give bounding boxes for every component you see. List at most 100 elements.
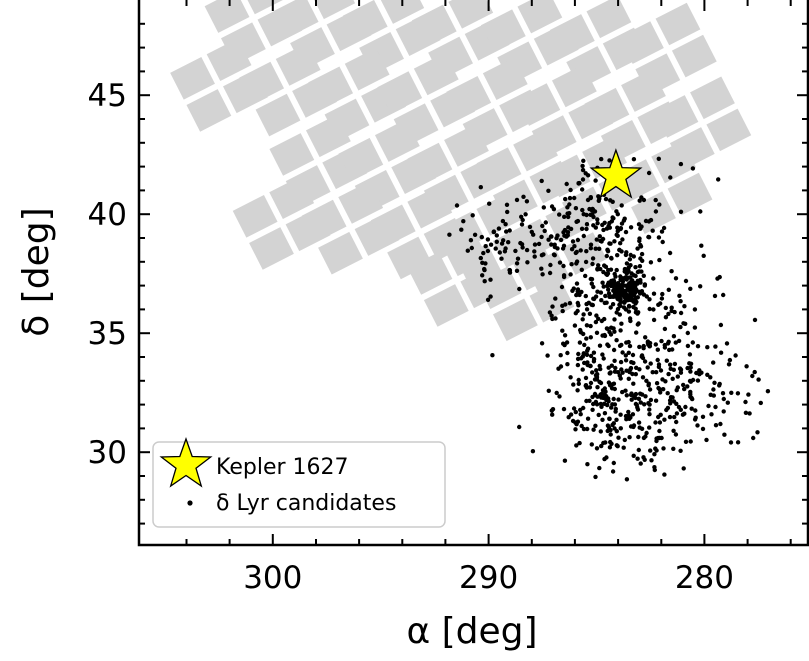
candidate-point [504,229,509,234]
candidate-point [577,340,583,345]
candidate-point [657,202,662,207]
ccd-chip [448,0,494,29]
candidate-point [597,234,602,239]
x-tick-label: 280 [675,560,734,596]
candidate-point [619,203,624,208]
candidate-point [725,400,730,405]
candidate-point [628,424,634,429]
candidate-point [588,353,594,359]
candidate-point [627,257,633,262]
candidate-point [708,392,713,397]
candidate-point [566,225,571,230]
candidate-point [587,363,593,369]
candidate-point [539,178,544,184]
candidate-point [678,209,684,214]
candidate-point [519,242,525,247]
candidate-point [591,223,596,228]
candidate-point [654,370,659,375]
candidate-point [584,352,590,357]
candidate-point [639,289,645,294]
candidate-point [589,442,594,447]
candidate-point [727,357,733,363]
ccd-chip [344,47,390,91]
candidate-point [543,220,548,225]
candidate-point [674,411,680,416]
candidate-point [608,305,613,310]
candidate-point [583,383,589,388]
candidate-point [582,360,587,366]
candidate-point [580,163,585,169]
ccd-chip [374,119,420,162]
candidate-point [653,209,659,214]
candidate-point [581,405,586,411]
candidate-point [496,226,502,231]
candidate-point [620,350,625,355]
ccd-chip [653,95,699,138]
candidate-point [624,293,630,298]
candidate-point [527,224,533,230]
candidate-point [648,260,654,265]
plot-frame [137,0,809,547]
candidate-point [490,353,495,358]
candidate-point [581,233,586,239]
legend-star-icon [159,437,213,488]
candidate-point [560,308,565,314]
candidate-point [650,370,655,375]
candidate-point [646,383,651,388]
candidate-point [722,432,727,437]
y-tick-label: 30 [88,435,127,471]
candidate-point [616,435,621,440]
candidate-point [619,282,625,288]
candidate-point [683,321,688,326]
candidate-point [483,244,488,249]
candidate-point [646,401,651,406]
candidate-point [657,435,662,441]
candidate-point [746,392,751,397]
candidate-point [627,316,633,321]
candidate-point [624,275,630,280]
candidate-point [599,239,604,244]
candidate-point [609,325,614,330]
candidate-point [659,296,665,301]
candidate-point [555,233,560,238]
candidate-point [697,372,702,377]
candidate-point [690,166,696,171]
candidate-point [549,234,554,239]
candidate-point [639,426,645,431]
candidate-point [716,177,721,182]
candidate-point [618,226,623,232]
ccd-chip [255,93,301,137]
candidate-point [641,343,646,349]
candidate-point [644,430,649,436]
candidate-point [699,243,704,248]
candidate-point [672,361,678,367]
ccd-chip [241,0,286,15]
candidate-point [718,322,724,328]
candidate-point [744,364,749,369]
candidate-point [620,293,626,298]
ccd-chip [545,200,591,243]
candidate-point [602,411,608,416]
candidate-point [499,256,504,261]
candidate-point [673,340,678,345]
candidate-point [501,238,506,243]
candidate-point [633,265,638,270]
candidate-point [599,443,604,449]
ccd-chip [377,71,423,114]
candidate-point [624,261,630,266]
candidate-point [616,288,621,293]
candidate-point [618,328,623,333]
candidate-point [614,338,619,343]
ccd-chip [549,14,595,57]
candidate-point [623,388,628,393]
candidate-point [565,230,571,235]
candidate-point [678,448,683,453]
candidate-point [585,462,590,467]
candidate-point [574,219,579,224]
candidate-point [487,201,492,206]
candidate-point [705,345,710,350]
candidate-point [493,246,498,251]
candidate-point [616,397,621,402]
candidate-point [545,353,550,358]
candidate-point [647,297,652,302]
